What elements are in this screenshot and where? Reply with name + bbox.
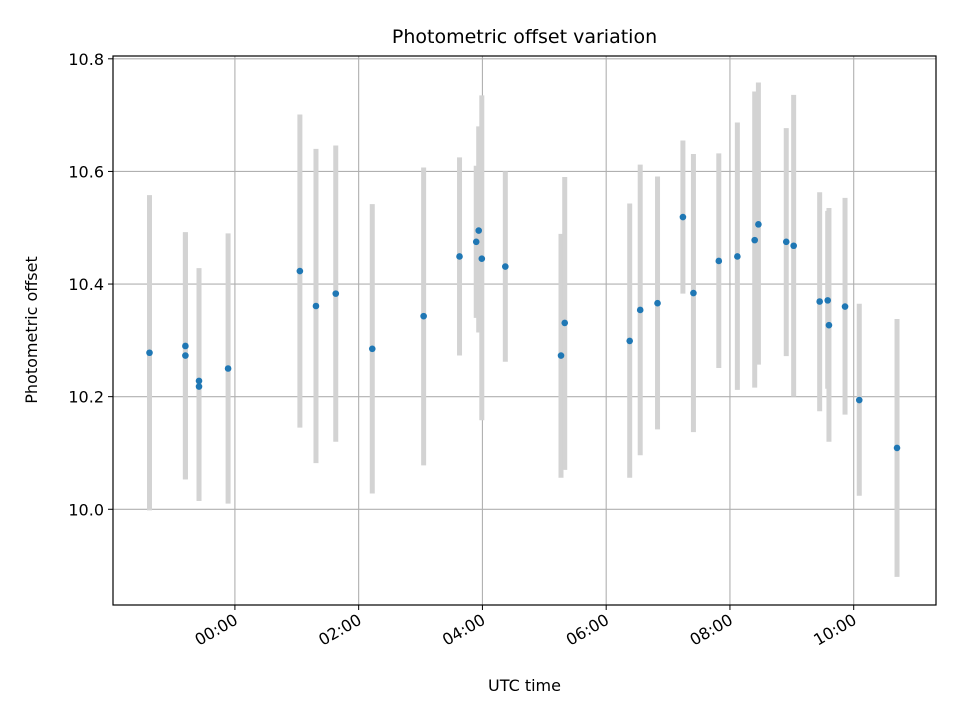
y-tick-label: 10.2 [68,388,104,407]
data-point [636,306,644,314]
data-point [654,299,661,307]
data-point [816,298,823,305]
y-tick-label: 10.0 [68,500,104,519]
data-point [755,221,762,228]
y-axis-ticks: 10.0 10.2 10.4 10.6 10.8 [68,50,113,519]
data-point [296,267,304,275]
data-point [478,255,486,263]
data-point [368,345,376,353]
data-point [195,383,203,390]
data-point [146,349,153,357]
data-point [790,242,797,250]
data-point [715,257,723,265]
data-point [626,337,633,345]
data-point [420,312,427,320]
x-axis-label: UTC time [488,676,561,695]
data-point [224,365,232,372]
y-tick-label: 10.4 [68,275,104,294]
chart-title: Photometric offset variation [392,26,657,48]
data-point [182,342,189,350]
data-point [561,319,569,327]
data-point [332,290,340,297]
data-point [690,289,697,297]
y-tick-label: 10.8 [68,50,104,69]
data-point [841,303,849,310]
data-point [472,238,480,246]
data-point [312,302,320,310]
data-point [734,253,741,260]
data-point [825,321,833,329]
data-point [502,263,509,270]
plot-area [113,56,936,605]
data-point [893,444,901,452]
data-point [456,253,463,260]
data-points [146,213,901,452]
data-point [751,236,758,244]
data-point [195,377,203,385]
data-point [855,396,863,404]
plot-frame [112,55,937,606]
data-point [475,227,483,234]
data-point [679,213,687,221]
y-tick-label: 10.6 [68,162,104,181]
y-axis-label: Photometric offset [22,256,41,404]
data-point [782,238,790,246]
data-point [182,352,189,359]
data-point [824,297,832,304]
data-point [557,352,565,359]
